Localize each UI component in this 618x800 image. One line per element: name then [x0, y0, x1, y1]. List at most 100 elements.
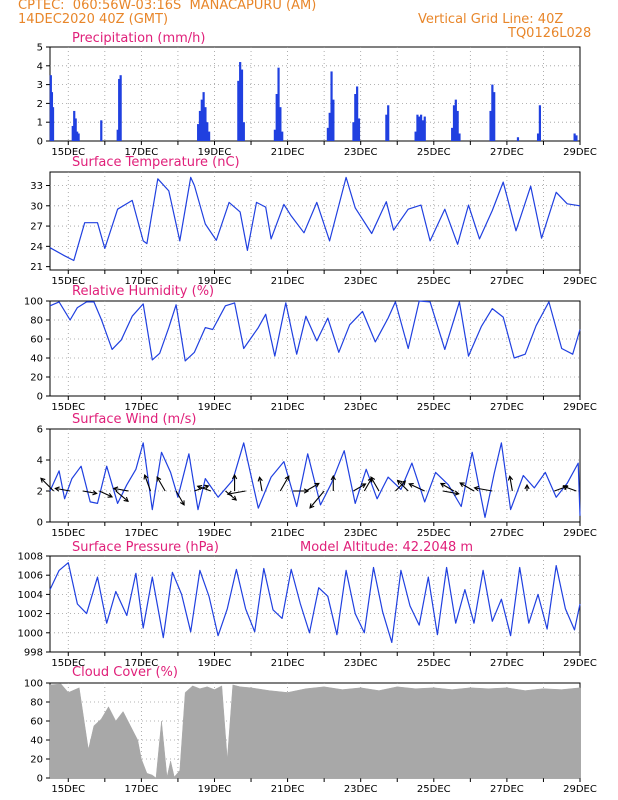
wind-arrowhead: [360, 483, 367, 489]
x-tick-label: 15DEC: [51, 147, 85, 158]
x-tick-label: 21DEC: [271, 528, 305, 539]
precip-bar: [352, 122, 355, 141]
x-tick-label: 21DEC: [271, 784, 305, 795]
wind-arrow: [55, 487, 71, 492]
model-id: TQ0126L028: [508, 26, 592, 41]
y-tick-label: 100: [24, 679, 43, 690]
y-tick-label: 20: [30, 373, 43, 384]
x-tick-label: 23DEC: [344, 402, 378, 413]
wind-arrowhead: [396, 479, 403, 485]
x-tick-label: 27DEC: [490, 147, 524, 158]
precip-bar: [493, 92, 496, 141]
precip-bar: [71, 125, 74, 141]
x-tick-label: 25DEC: [417, 276, 451, 287]
x-tick-label: 17DEC: [125, 528, 159, 539]
panel-title: Surface Pressure (hPa): [72, 540, 219, 555]
precip-bar: [275, 94, 278, 141]
precip-bar: [76, 131, 79, 141]
precip-bar: [458, 133, 461, 141]
series-line: [49, 176, 581, 262]
precip-bar: [326, 127, 329, 141]
wind-arrowhead: [562, 484, 568, 490]
x-tick-label: 17DEC: [125, 658, 159, 669]
wind-arrowhead: [408, 482, 414, 488]
wind-arrowhead: [309, 503, 315, 509]
y-tick-label: 0: [37, 518, 43, 529]
x-tick-label: 23DEC: [344, 147, 378, 158]
precip-bar: [206, 122, 209, 141]
x-tick-label: 29DEC: [563, 147, 597, 158]
wind-arrowhead: [257, 476, 263, 482]
wind-arrowhead: [54, 486, 60, 492]
precip-bar: [451, 127, 454, 141]
wind-arrow: [279, 476, 290, 492]
x-tick-label: 23DEC: [344, 658, 378, 669]
wind-arrowhead: [231, 495, 238, 501]
wind-arrow: [259, 477, 263, 492]
y-tick-label: 4: [37, 456, 43, 467]
wind-arrowhead: [303, 488, 310, 494]
precip-bar: [421, 120, 425, 141]
wind-arrow: [156, 476, 166, 492]
precip-bar: [491, 84, 494, 141]
y-tick-label: 1004: [18, 590, 43, 601]
y-tick-label: 1: [37, 118, 43, 129]
precip-bar: [240, 69, 244, 141]
y-tick-label: 1002: [18, 609, 43, 620]
panel-title: Cloud Cover (%): [72, 665, 178, 680]
y-tick-label: 2: [37, 487, 43, 498]
x-tick-label: 25DEC: [417, 784, 451, 795]
y-tick-label: 30: [30, 201, 43, 212]
precip-bar: [536, 133, 540, 141]
x-tick-label: 27DEC: [490, 658, 524, 669]
y-tick-label: 0: [37, 137, 43, 148]
x-tick-label: 19DEC: [198, 147, 232, 158]
precip-bar: [387, 105, 390, 141]
precip-bar: [237, 80, 240, 141]
y-tick-label: 60: [30, 717, 43, 728]
y-tick-label: 40: [30, 354, 43, 365]
precip-bar: [538, 105, 541, 141]
panel-title: Surface Temperature (nC): [72, 155, 240, 170]
wind-arrow: [440, 483, 455, 492]
x-tick-label: 27DEC: [490, 276, 524, 287]
wind-arrow: [40, 477, 55, 492]
precip-bar: [418, 116, 421, 141]
precip-bar: [77, 133, 80, 141]
precip-bar: [281, 131, 284, 141]
precip-bar: [354, 94, 357, 141]
precip-bar: [456, 110, 459, 141]
x-tick-label: 25DEC: [417, 658, 451, 669]
x-tick-label: 19DEC: [198, 402, 232, 413]
wind-arrowhead: [330, 474, 336, 481]
wind-arrow: [509, 476, 513, 492]
precip-bar: [330, 71, 333, 141]
y-tick-label: 100: [24, 297, 43, 308]
y-tick-label: 20: [30, 755, 43, 766]
wind-arrowhead: [284, 475, 290, 481]
panel-title: Surface Wind (m/s): [72, 412, 196, 427]
wind-arrowhead: [459, 482, 465, 488]
y-tick-label: 60: [30, 335, 43, 346]
precip-bar: [452, 105, 456, 141]
x-tick-label: 23DEC: [344, 784, 378, 795]
precip-bar: [100, 120, 103, 141]
y-tick-label: 1008: [18, 552, 43, 563]
wind-arrowhead: [439, 482, 446, 488]
y-tick-label: 33: [30, 181, 43, 192]
x-tick-label: 21DEC: [271, 658, 305, 669]
x-tick-label: 29DEC: [563, 528, 597, 539]
wind-arrow: [309, 490, 325, 509]
wind-arrowhead: [524, 483, 530, 490]
x-tick-label: 29DEC: [563, 276, 597, 287]
precip-bar: [200, 99, 203, 141]
y-tick-label: 1000: [18, 628, 43, 639]
wind-arrow: [197, 485, 212, 492]
precip-bar: [357, 118, 361, 141]
x-tick-label: 15DEC: [51, 528, 85, 539]
x-tick-label: 27DEC: [490, 528, 524, 539]
panel-subtitle: Model Altitude: 42.2048 m: [300, 540, 473, 555]
wind-arrow: [305, 483, 320, 492]
wind-arrowhead: [203, 484, 210, 490]
precip-bar: [328, 112, 331, 141]
